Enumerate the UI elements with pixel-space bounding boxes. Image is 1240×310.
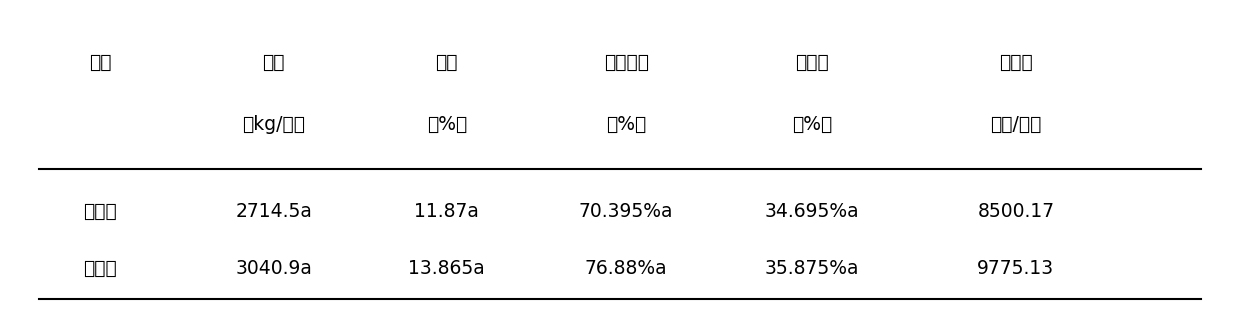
Text: （%）: （%） bbox=[427, 115, 467, 134]
Text: （元/亩）: （元/亩） bbox=[991, 115, 1042, 134]
Text: 13.865a: 13.865a bbox=[408, 259, 485, 278]
Text: 毛收入: 毛收入 bbox=[999, 53, 1033, 72]
Text: 3040.9a: 3040.9a bbox=[236, 259, 312, 278]
Text: 商品果率: 商品果率 bbox=[604, 53, 649, 72]
Text: 11.87a: 11.87a bbox=[414, 202, 479, 221]
Text: 35.875%a: 35.875%a bbox=[765, 259, 859, 278]
Text: （kg/亩）: （kg/亩） bbox=[242, 115, 305, 134]
Text: 优果率: 优果率 bbox=[795, 53, 828, 72]
Text: 糖度: 糖度 bbox=[435, 53, 458, 72]
Text: 70.395%a: 70.395%a bbox=[579, 202, 673, 221]
Text: 9775.13: 9775.13 bbox=[977, 259, 1054, 278]
Text: 实验组: 实验组 bbox=[83, 259, 118, 278]
Text: 对照组: 对照组 bbox=[83, 202, 118, 221]
Text: （%）: （%） bbox=[606, 115, 646, 134]
Text: 8500.17: 8500.17 bbox=[977, 202, 1054, 221]
Text: 产量: 产量 bbox=[263, 53, 285, 72]
Text: 2714.5a: 2714.5a bbox=[236, 202, 312, 221]
Text: 34.695%a: 34.695%a bbox=[764, 202, 859, 221]
Text: 处理: 处理 bbox=[89, 53, 112, 72]
Text: （%）: （%） bbox=[791, 115, 832, 134]
Text: 76.88%a: 76.88%a bbox=[585, 259, 667, 278]
